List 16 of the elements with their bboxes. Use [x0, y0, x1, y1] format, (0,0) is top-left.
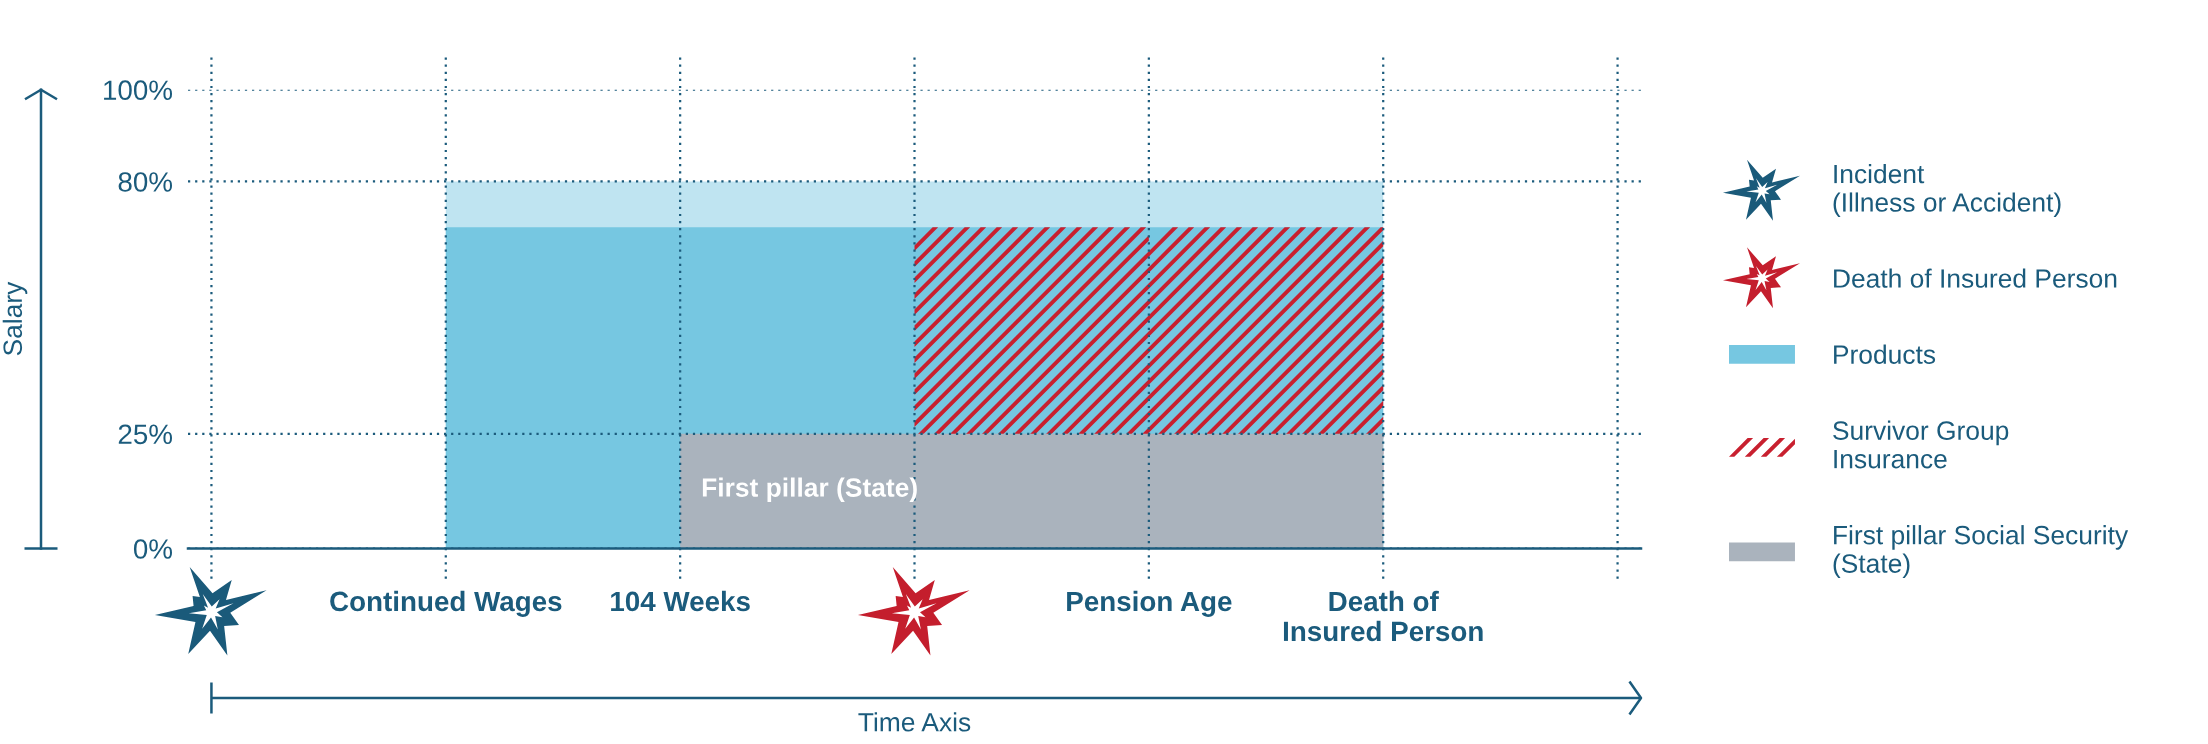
x-tick-label: 104 Weeks: [611, 590, 750, 612]
x-axis-title: Time Axis: [858, 712, 971, 732]
y-axis-title: Salary: [2, 281, 28, 356]
x-tick-label: Death of Insured Person: [1283, 590, 1483, 642]
legend-label: Survivor Group Insurance: [1833, 420, 2009, 469]
y-tick-label: 100%: [104, 80, 173, 101]
y-tick-label: 80%: [118, 172, 173, 192]
text: Death of Insured Person: [1834, 268, 2117, 288]
annotation: First pillar (State): [702, 477, 917, 503]
x-tick-label: Pension Age: [1067, 590, 1232, 617]
legend-label: Products: [1834, 344, 1936, 364]
text: Incident (Illness or Accident): [1833, 164, 2061, 218]
x-tick-label: Continued Wages: [330, 590, 562, 617]
legend-label: First pillar Social Security (State): [1833, 525, 2129, 579]
y-tick-label: 25%: [118, 424, 173, 445]
y-tick-label: 0%: [133, 539, 173, 559]
